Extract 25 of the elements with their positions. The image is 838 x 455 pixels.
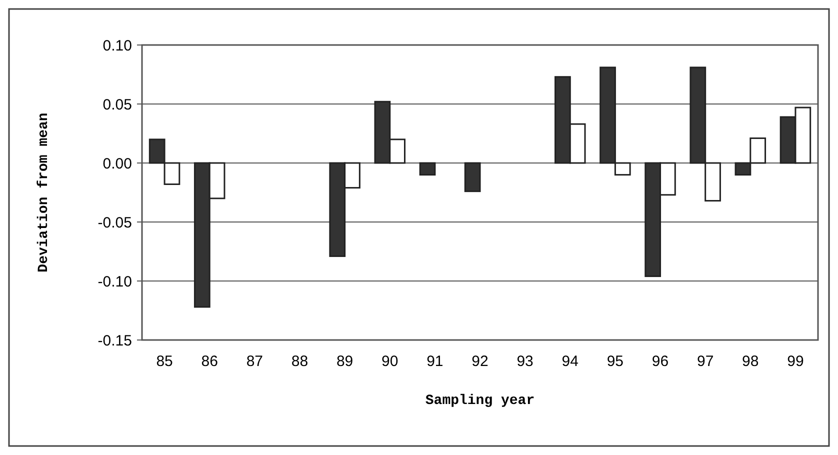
x-tick-label: 95: [606, 353, 624, 370]
y-tick-label: 0.00: [102, 155, 132, 172]
x-tick-label: 86: [201, 353, 218, 370]
x-axis-title: Sampling year: [425, 393, 535, 409]
x-tick-label: 90: [382, 353, 398, 370]
y-tick-label: -0.05: [98, 214, 132, 232]
x-tick-label: 85: [156, 353, 173, 370]
x-tick-label: 97: [696, 353, 714, 370]
y-tick-label: 0.10: [102, 37, 132, 54]
x-tick-label: 88: [291, 353, 308, 370]
x-tick-label: 87: [246, 353, 264, 370]
x-tick-label: 99: [787, 353, 804, 370]
x-tick-label: 89: [336, 353, 354, 370]
bar: [464, 162, 481, 192]
y-axis-title: Deviation from mean: [36, 112, 52, 272]
x-tick-label: 96: [652, 353, 669, 370]
x-tick-label: 93: [516, 353, 534, 370]
x-tick-label: 92: [472, 353, 488, 370]
bar: [419, 162, 436, 176]
x-tick-label: 91: [426, 353, 444, 370]
x-tick-label: 98: [742, 353, 759, 370]
y-tick-label: -0.10: [98, 273, 132, 290]
y-tick-label: -0.15: [98, 332, 132, 350]
x-tick-label: 94: [562, 353, 578, 370]
y-tick-label: 0.05: [102, 96, 132, 114]
